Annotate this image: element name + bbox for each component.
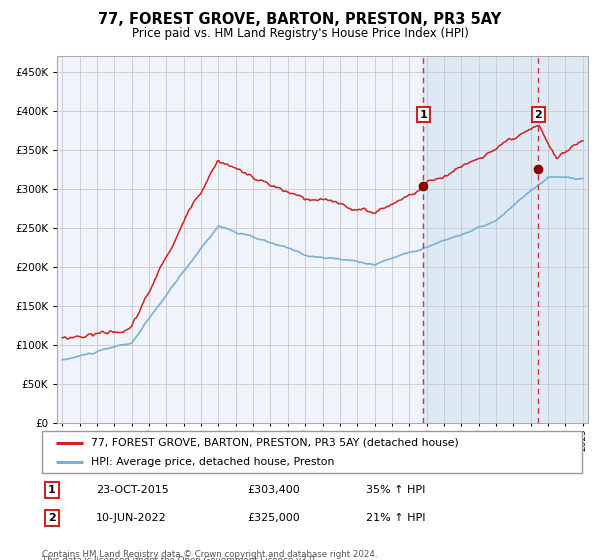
- Text: 21% ↑ HPI: 21% ↑ HPI: [366, 514, 425, 523]
- Text: £303,400: £303,400: [247, 486, 300, 495]
- Text: 10-JUN-2022: 10-JUN-2022: [96, 514, 167, 523]
- Text: 77, FOREST GROVE, BARTON, PRESTON, PR3 5AY: 77, FOREST GROVE, BARTON, PRESTON, PR3 5…: [98, 12, 502, 27]
- Text: £325,000: £325,000: [247, 514, 300, 523]
- Text: 23-OCT-2015: 23-OCT-2015: [96, 486, 169, 495]
- Text: 2: 2: [535, 110, 542, 119]
- Text: 1: 1: [48, 486, 56, 495]
- Text: HPI: Average price, detached house, Preston: HPI: Average price, detached house, Pres…: [91, 457, 334, 467]
- Text: Contains HM Land Registry data © Crown copyright and database right 2024.: Contains HM Land Registry data © Crown c…: [42, 550, 377, 559]
- Text: 35% ↑ HPI: 35% ↑ HPI: [366, 486, 425, 495]
- Text: 2: 2: [48, 514, 56, 523]
- Text: Price paid vs. HM Land Registry's House Price Index (HPI): Price paid vs. HM Land Registry's House …: [131, 27, 469, 40]
- Bar: [424, 56, 600, 423]
- Text: 77, FOREST GROVE, BARTON, PRESTON, PR3 5AY (detached house): 77, FOREST GROVE, BARTON, PRESTON, PR3 5…: [91, 438, 458, 448]
- Text: 1: 1: [419, 110, 427, 119]
- FancyBboxPatch shape: [42, 431, 582, 473]
- Text: This data is licensed under the Open Government Licence v3.0.: This data is licensed under the Open Gov…: [42, 556, 317, 560]
